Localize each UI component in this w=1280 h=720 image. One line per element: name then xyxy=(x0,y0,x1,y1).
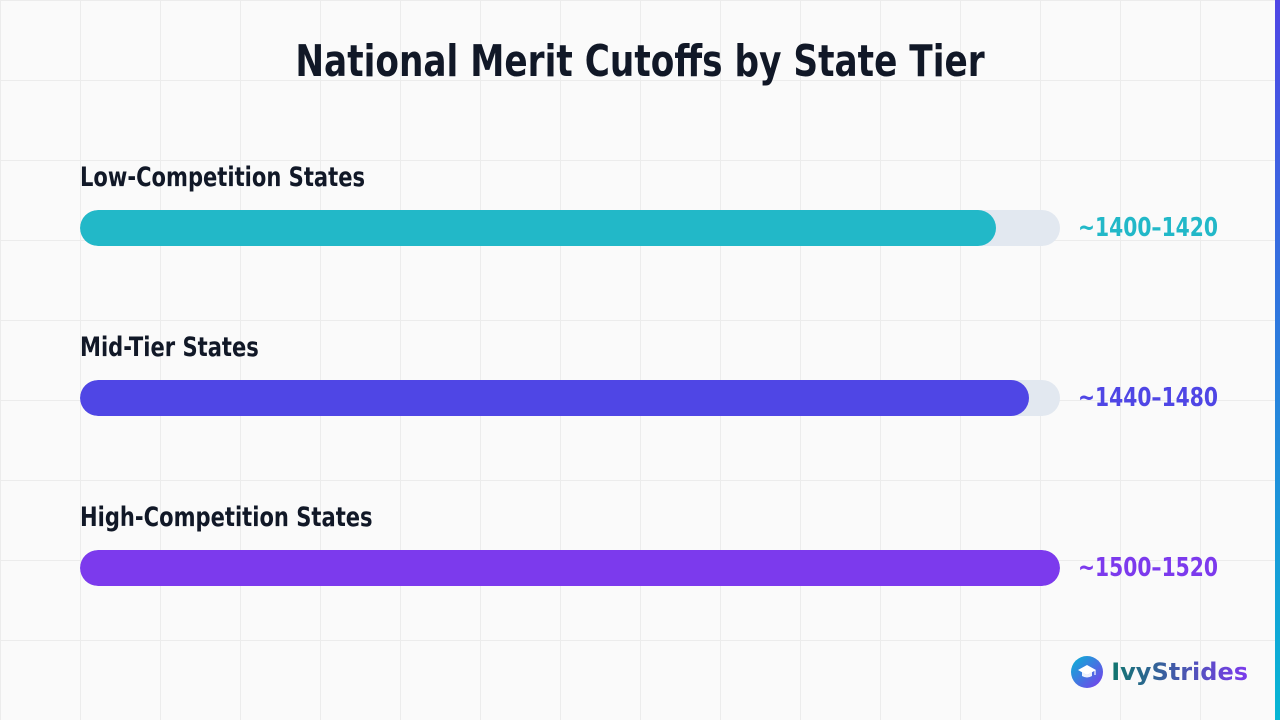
bar-track xyxy=(80,380,1060,416)
bar-track xyxy=(80,210,1060,246)
chart-title: National Merit Cutoffs by State Tier xyxy=(295,36,985,87)
bar-row: Mid-Tier States ~1440–1480 xyxy=(80,330,1220,420)
brand-logo: IvyStrides xyxy=(1071,656,1248,688)
value-label: ~1440–1480 xyxy=(1078,383,1219,413)
category-label: High-Competition States xyxy=(80,502,373,533)
bar-row: Low-Competition States ~1400–1420 xyxy=(80,160,1220,250)
bar-fill xyxy=(80,380,1029,416)
category-label: Low-Competition States xyxy=(80,162,366,193)
value-label: ~1400–1420 xyxy=(1078,213,1219,243)
bar-track xyxy=(80,550,1060,586)
value-label: ~1500–1520 xyxy=(1078,553,1219,583)
bar-fill xyxy=(80,550,1060,586)
graduation-cap-icon xyxy=(1071,656,1104,688)
category-label: Mid-Tier States xyxy=(80,332,259,363)
brand-name: IvyStrides xyxy=(1111,658,1248,686)
accent-stripe xyxy=(1275,0,1280,720)
bar-row: High-Competition States ~1500–1520 xyxy=(80,500,1220,590)
bar-fill xyxy=(80,210,997,246)
